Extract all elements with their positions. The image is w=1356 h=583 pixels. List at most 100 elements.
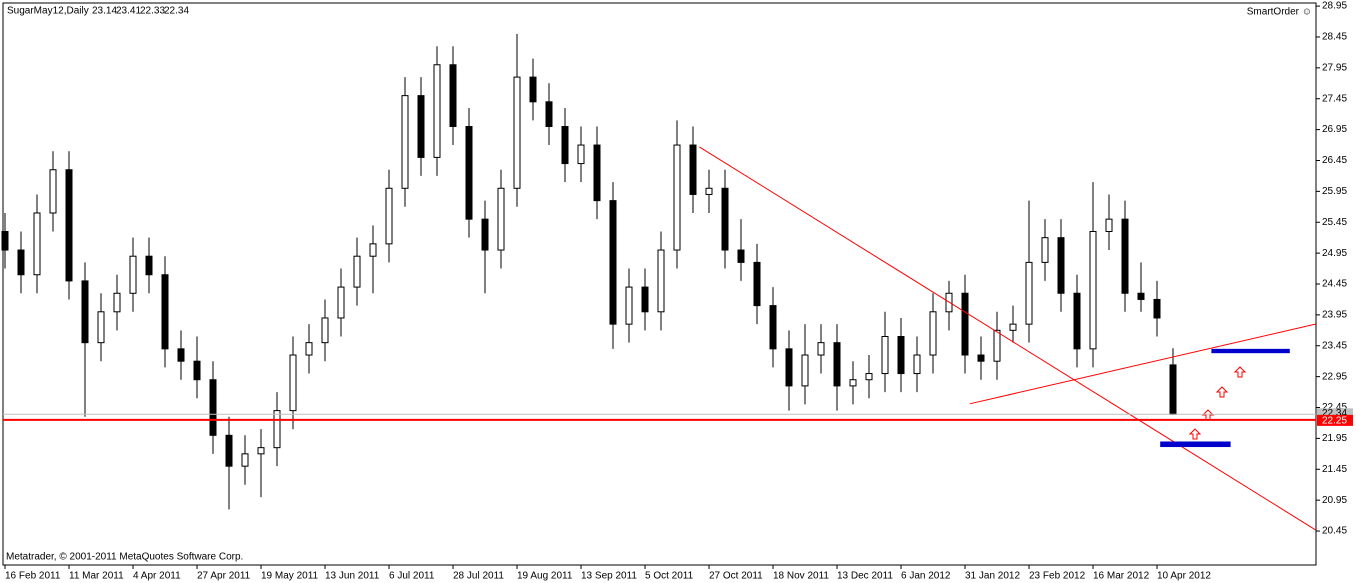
header-quote: 23.41	[116, 6, 141, 17]
arrows	[1188, 366, 1247, 440]
candle-body	[513, 76, 521, 189]
x-tick-label: 23 Feb 2012	[1029, 571, 1086, 582]
candle-body	[657, 249, 665, 313]
candle-body	[769, 305, 777, 350]
candle-body	[577, 144, 585, 165]
trendline	[969, 323, 1316, 405]
x-tick-label: 18 Nov 2011	[773, 571, 829, 582]
y-tick-label: 21.45	[1322, 464, 1347, 475]
candle-body	[865, 373, 873, 381]
candle-body	[177, 348, 185, 362]
candle-body	[545, 101, 553, 128]
candle-body	[129, 255, 137, 294]
x-tick-label: 19 May 2011	[261, 571, 319, 582]
candle-body	[913, 354, 921, 375]
x-tick-label: 28 Jul 2011	[453, 571, 504, 582]
candle-body	[17, 249, 25, 276]
candle-body	[193, 360, 201, 381]
y-tick-label: 26.95	[1322, 124, 1347, 135]
candle-body	[1169, 364, 1177, 415]
x-tick-label: 16 Mar 2012	[1093, 571, 1150, 582]
candle-body	[81, 280, 89, 344]
candle-body	[1025, 261, 1033, 325]
candle-body	[33, 212, 41, 276]
arrow-up	[1215, 386, 1229, 398]
zone-rect	[1160, 441, 1231, 448]
candle-body	[897, 335, 905, 375]
y-tick-label: 23.45	[1322, 340, 1347, 351]
y-tick-label: 28.95	[1322, 1, 1347, 12]
candle-body	[1057, 237, 1065, 294]
y-tick-label: 23.95	[1322, 310, 1347, 321]
candle-body	[817, 342, 825, 356]
candle-body	[369, 243, 377, 257]
candle-body	[881, 335, 889, 375]
y-tick-label: 20.45	[1322, 526, 1347, 537]
candle-body	[97, 311, 105, 344]
candle-body	[785, 348, 793, 387]
candle-body	[977, 354, 985, 362]
candle-body	[1041, 237, 1049, 263]
chart-title: SugarMay12,Daily	[7, 6, 89, 17]
candle-body	[1009, 323, 1017, 331]
arrow-up	[1188, 428, 1202, 440]
candle-body	[641, 286, 649, 313]
candle-body	[385, 187, 393, 245]
candle-body	[1153, 298, 1161, 319]
candle-body	[1105, 218, 1113, 233]
candle-body	[753, 261, 761, 307]
candle-body	[929, 311, 937, 356]
candle-body	[833, 342, 841, 387]
bid-label-bg	[1317, 408, 1353, 420]
candle-body	[465, 126, 473, 220]
candle-body	[737, 249, 745, 263]
x-tick-label: 6 Jan 2012	[901, 571, 951, 582]
candle-body	[849, 379, 857, 387]
candle-body	[1, 231, 9, 251]
x-tick-label: 6 Jul 2011	[389, 571, 435, 582]
candle-body	[353, 255, 361, 288]
candle-body	[273, 410, 281, 449]
y-tick-label: 21.95	[1322, 433, 1347, 444]
x-tick-label: 31 Jan 2012	[965, 571, 1020, 582]
candle-body	[961, 292, 969, 356]
x-tick-label: 13 Sep 2011	[581, 571, 637, 582]
candle-body	[1073, 292, 1081, 350]
trendline	[699, 146, 1316, 531]
candle-body	[625, 286, 633, 325]
zone-rect	[1211, 348, 1290, 354]
x-tick-label: 13 Dec 2011	[837, 571, 893, 582]
candle-body	[145, 255, 153, 276]
candle-body	[225, 434, 233, 467]
candle-body	[609, 200, 617, 325]
y-tick-label: 25.95	[1322, 186, 1347, 197]
candle-body	[289, 354, 297, 412]
candle-body	[417, 95, 425, 158]
candle-body	[337, 286, 345, 319]
candle-body	[65, 169, 73, 282]
candle-body	[593, 144, 601, 202]
x-tick-label: 27 Apr 2011	[197, 571, 251, 582]
candle-body	[49, 169, 57, 214]
candle-body	[241, 453, 249, 467]
candle-body	[721, 187, 729, 251]
candle-body	[449, 64, 457, 128]
footer: Metatrader, © 2001-2011 MetaQuotes Softw…	[6, 552, 243, 563]
header-quote: 22.34	[164, 6, 189, 17]
candle-body	[801, 354, 809, 387]
candle-body	[321, 317, 329, 344]
candle-body	[497, 187, 505, 251]
x-tick-label: 13 Jun 2011	[325, 571, 380, 582]
y-tick-label: 24.45	[1322, 279, 1347, 290]
candle-body	[561, 126, 569, 165]
arrow-up	[1233, 366, 1247, 378]
candle-body	[673, 144, 681, 251]
x-tick-label: 4 Apr 2011	[133, 571, 181, 582]
y-tick-label: 27.45	[1322, 93, 1347, 104]
y-tick-label: 24.95	[1322, 248, 1347, 259]
hline-label: 22.25	[1322, 416, 1347, 427]
y-tick-label: 25.45	[1322, 217, 1347, 228]
y-tick-label: 22.45	[1322, 402, 1347, 413]
y-tick-label: 27.95	[1322, 62, 1347, 73]
